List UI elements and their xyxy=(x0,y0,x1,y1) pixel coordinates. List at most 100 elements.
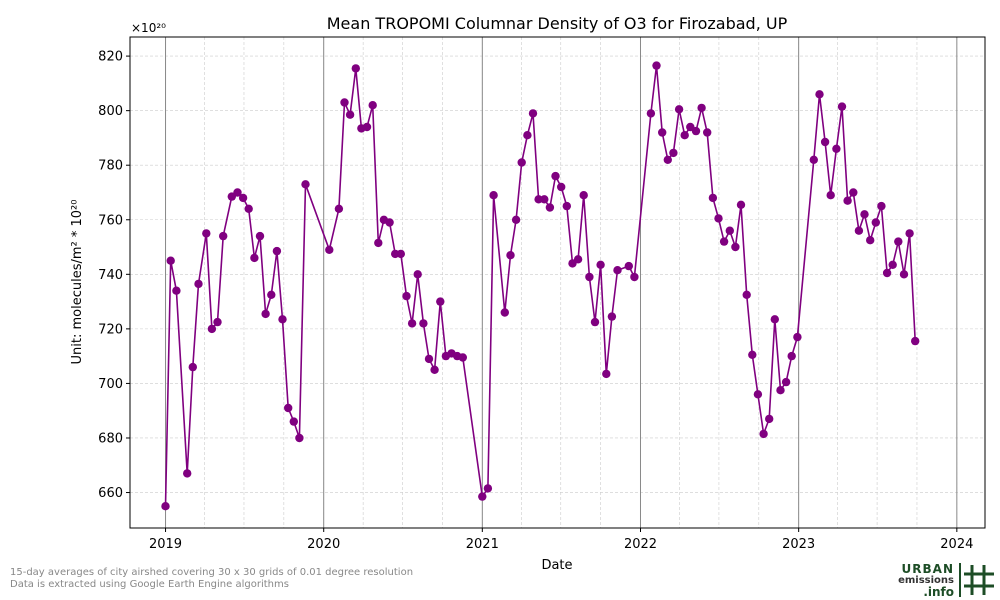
x-axis-label: Date xyxy=(541,558,572,573)
series-line xyxy=(164,64,916,507)
data-point xyxy=(172,286,181,295)
data-point xyxy=(183,469,192,478)
data-point xyxy=(430,365,439,374)
data-point xyxy=(899,270,909,279)
data-point xyxy=(267,290,276,299)
y-tick-label: 720 xyxy=(98,322,123,337)
data-point xyxy=(596,260,605,269)
x-tick-label: 2023 xyxy=(782,537,815,552)
data-point xyxy=(458,353,467,362)
data-point xyxy=(630,272,639,282)
data-point xyxy=(334,204,344,213)
data-point xyxy=(787,351,796,361)
logo-text-emissions: emissions xyxy=(898,575,954,586)
data-point xyxy=(585,272,594,282)
data-point xyxy=(261,309,270,319)
data-point xyxy=(691,126,701,136)
data-point xyxy=(272,246,282,256)
data-point xyxy=(725,226,734,235)
year-lines xyxy=(165,37,958,528)
data-point xyxy=(770,315,779,324)
data-point xyxy=(244,204,253,213)
x-tick-label: 2020 xyxy=(307,537,340,552)
data-point xyxy=(719,237,729,246)
y-tick-label: 800 xyxy=(98,104,123,119)
plot-frame xyxy=(129,36,986,529)
y-tick-label: 680 xyxy=(98,431,123,446)
data-point xyxy=(374,238,383,248)
data-point xyxy=(528,109,538,118)
data-point xyxy=(557,182,566,192)
data-point xyxy=(362,122,372,132)
data-point xyxy=(765,414,774,424)
data-point xyxy=(194,279,203,289)
data-point xyxy=(860,210,869,219)
data-point xyxy=(624,261,633,271)
logo-text-urban: URBAN xyxy=(901,562,954,576)
data-point xyxy=(407,319,417,328)
data-point xyxy=(517,158,526,167)
data-point xyxy=(832,144,841,153)
data-point xyxy=(781,377,791,387)
data-point xyxy=(238,193,248,203)
data-point xyxy=(219,231,228,241)
data-point xyxy=(489,191,498,200)
data-point xyxy=(419,319,428,328)
data-point xyxy=(436,297,445,306)
data-point xyxy=(742,290,751,299)
data-point xyxy=(854,226,864,235)
data-point xyxy=(368,101,377,110)
data-point xyxy=(674,105,684,114)
data-point xyxy=(652,61,661,70)
data-point xyxy=(680,131,689,140)
chart-title: Mean TROPOMI Columnar Density of O3 for … xyxy=(327,14,788,33)
x-tick-label: 2021 xyxy=(466,537,499,552)
y-axis: 660 680 700 720 740 760 780 800 820 xyxy=(98,50,130,501)
data-point xyxy=(820,137,830,147)
data-point xyxy=(697,103,706,113)
x-tick-label: 2019 xyxy=(149,537,182,552)
data-point xyxy=(573,255,583,264)
data-point xyxy=(213,317,222,327)
data-point xyxy=(551,171,560,181)
data-point xyxy=(731,242,740,252)
y-tick-label: 740 xyxy=(98,268,123,283)
data-point xyxy=(669,148,678,158)
data-point xyxy=(590,317,600,327)
footnote-resolution: 15-day averages of city airshed covering… xyxy=(10,567,414,578)
urban-emissions-logo: URBAN emissions .info xyxy=(896,561,1000,599)
data-point xyxy=(511,215,521,224)
y-tick-label: 760 xyxy=(98,213,123,228)
data-point xyxy=(396,249,405,259)
logo-text-info: .info xyxy=(923,585,954,599)
data-point xyxy=(289,417,298,426)
x-axis: 2019 2020 2021 2022 2023 2024 xyxy=(149,528,973,552)
data-point xyxy=(736,200,746,209)
data-point xyxy=(708,193,718,203)
data-point xyxy=(753,390,763,399)
data-point xyxy=(413,270,422,279)
data-point xyxy=(351,64,360,73)
grid xyxy=(130,37,985,528)
data-point xyxy=(250,253,259,263)
data-point xyxy=(483,484,493,493)
y-tick-label: 780 xyxy=(98,159,123,174)
data-point xyxy=(295,433,304,443)
series xyxy=(161,61,920,511)
data-point xyxy=(540,195,549,204)
data-point xyxy=(663,155,672,164)
data-point xyxy=(402,291,411,301)
data-point xyxy=(871,218,880,227)
data-point xyxy=(849,188,858,197)
data-point xyxy=(385,218,394,227)
data-point xyxy=(478,492,487,501)
data-point xyxy=(301,180,310,189)
data-point xyxy=(894,237,903,246)
data-point xyxy=(207,324,217,334)
data-point xyxy=(646,109,656,118)
data-point xyxy=(613,266,622,275)
data-point xyxy=(837,102,847,111)
data-point xyxy=(866,236,875,245)
data-point xyxy=(658,128,667,137)
